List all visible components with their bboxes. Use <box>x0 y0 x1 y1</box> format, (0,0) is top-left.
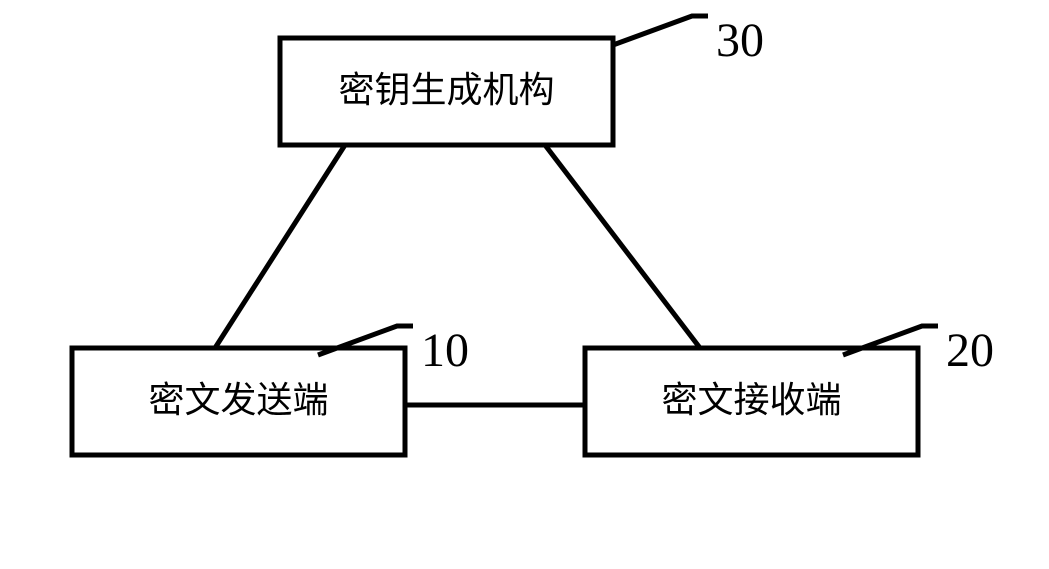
node-label: 密文发送端 <box>148 380 328 420</box>
connector-line <box>545 145 700 348</box>
node-number: 10 <box>421 324 469 377</box>
leader-line <box>613 16 708 45</box>
connector-line <box>215 145 345 348</box>
node-number: 30 <box>716 14 764 67</box>
diagram-canvas: 密钥生成机构 30 密文发送端 10 密文接收端 20 <box>0 0 1049 569</box>
node-left: 密文发送端 10 <box>72 324 469 455</box>
node-label: 密钥生成机构 <box>338 70 554 110</box>
node-top: 密钥生成机构 30 <box>280 14 764 145</box>
nodes-group: 密钥生成机构 30 密文发送端 10 密文接收端 20 <box>72 14 994 455</box>
node-number: 20 <box>946 324 994 377</box>
node-label: 密文接收端 <box>661 380 841 420</box>
node-right: 密文接收端 20 <box>585 324 994 455</box>
